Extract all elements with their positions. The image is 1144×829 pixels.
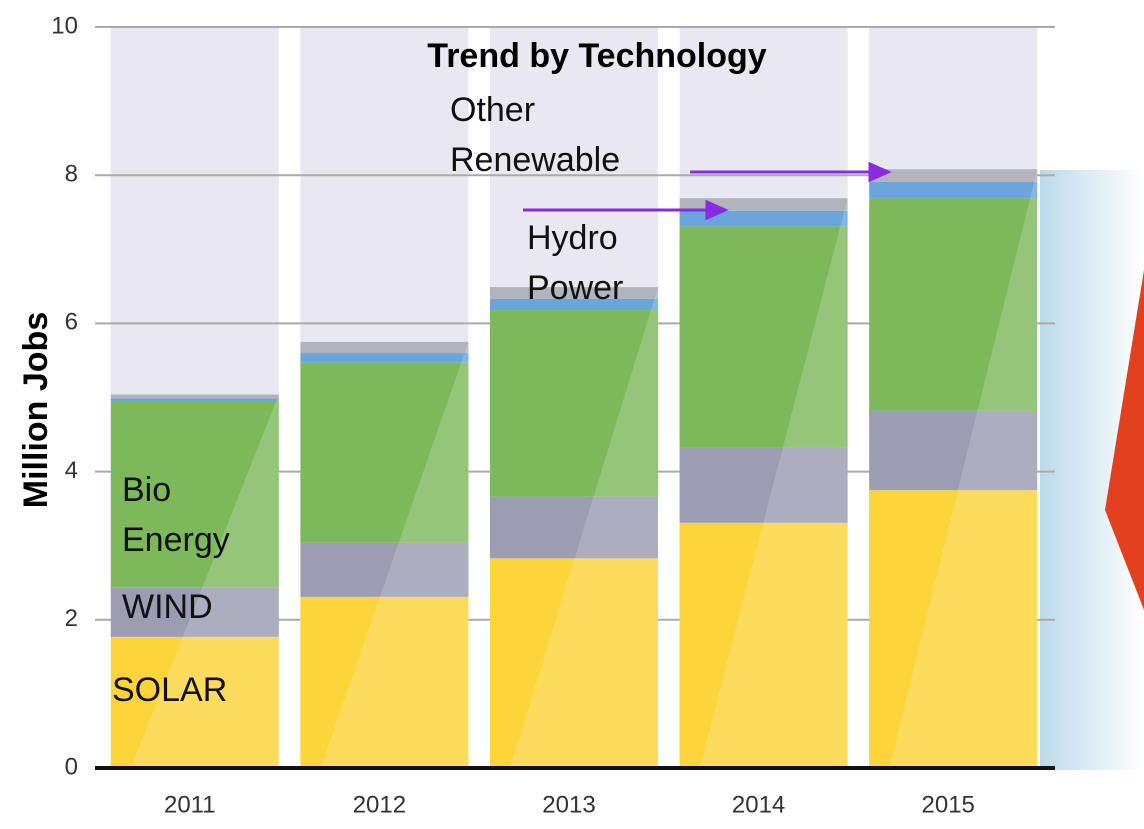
chart-title: Trend by Technology	[427, 37, 766, 75]
bar-highlight	[889, 169, 1038, 769]
annotation-other: Other Renewable	[450, 91, 621, 179]
y-tick-label: 6	[65, 309, 78, 336]
bar-segment	[679, 447, 848, 523]
x-tick-label: 2013	[542, 791, 595, 818]
bar-segment	[300, 596, 469, 768]
x-tick-label: 2011	[164, 791, 216, 818]
arrows	[523, 161, 892, 221]
bar-segment	[300, 542, 469, 597]
x-tick-label: 2012	[353, 791, 406, 818]
bar-segment	[679, 210, 848, 227]
bar-segment	[300, 353, 469, 363]
bar-segment	[869, 181, 1038, 199]
decor-shape	[1105, 270, 1144, 610]
bar-segment	[869, 198, 1038, 411]
annotation-wind: WIND	[122, 588, 213, 626]
bar-segment	[110, 401, 279, 588]
y-tick-label: 10	[51, 12, 78, 39]
annotation-hydro: Hydro Power	[527, 219, 624, 307]
y-axis-label: Million Jobs	[17, 312, 55, 508]
bar-segment	[679, 522, 848, 768]
bar-highlight	[510, 287, 658, 768]
y-tick-label: 0	[65, 753, 78, 780]
bar-segment	[490, 496, 658, 559]
bar-segment	[869, 410, 1038, 491]
bar-segment	[300, 341, 469, 354]
bar-segment	[869, 490, 1038, 768]
bar-highlight	[130, 394, 279, 768]
y-tick-label: 8	[65, 161, 78, 188]
y-tick-label: 4	[65, 457, 78, 484]
y-tick-label: 2	[65, 605, 78, 632]
bar-segment	[490, 558, 658, 768]
bar-segment	[490, 310, 658, 497]
bar-segment	[490, 298, 658, 311]
bar-segment	[110, 636, 279, 768]
annotation-bio: Bio Energy	[122, 471, 230, 559]
x-tick-label: 2015	[922, 791, 975, 818]
bar-segment	[490, 287, 658, 299]
bars	[110, 169, 1038, 769]
bar-segment	[110, 587, 279, 637]
bar-highlight	[320, 341, 469, 768]
bar-highlight	[699, 198, 848, 768]
bar-segment	[679, 226, 848, 448]
bar-segment	[110, 398, 279, 402]
annotation-solar: SOLAR	[112, 671, 228, 709]
bar-segment	[110, 394, 279, 399]
bar-segment	[869, 169, 1038, 182]
bar-segment	[300, 362, 469, 543]
x-tick-label: 2014	[732, 791, 785, 818]
